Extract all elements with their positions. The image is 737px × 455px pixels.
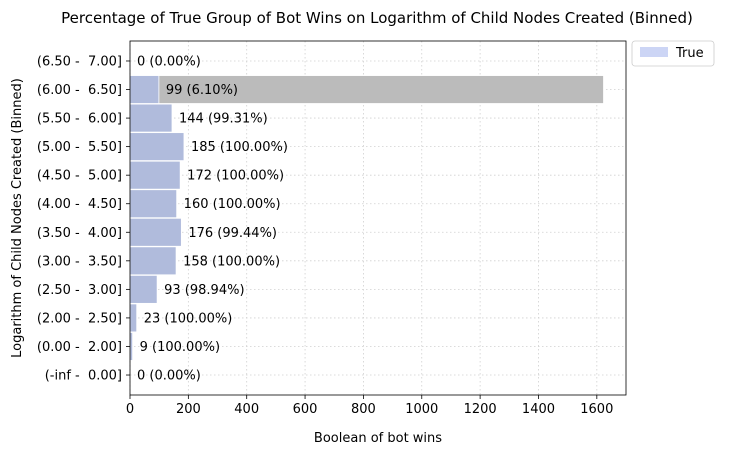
bar-value-label: 23 (100.00%) [144,311,233,326]
chart-title: Percentage of True Group of Bot Wins on … [61,9,693,27]
legend: True [631,40,715,67]
bar-true [129,75,160,104]
bar-value-label: 99 (6.10%) [166,83,238,98]
y-tick-label: (4.00 - 4.50] [37,197,122,212]
x-tick-label: 1000 [405,402,438,417]
bar-true [129,246,177,276]
bar-value-label: 172 (100.00%) [187,169,284,184]
y-tick-label: (2.50 - 3.00] [37,283,122,298]
bar-true [129,132,185,162]
bar-value-label: 144 (99.31%) [179,112,268,127]
bar-true [129,103,173,133]
bar-value-label: 160 (100.00%) [184,197,281,212]
y-tick-label: (5.00 - 5.50] [37,140,122,155]
bar-value-label: 185 (100.00%) [191,140,288,155]
x-tick-label: 600 [293,402,318,417]
y-tick-label: (2.00 - 2.50] [37,311,122,326]
x-axis: 0 200 400 600 800 1000 1200 1400 1600 [126,395,613,417]
bar-true [129,274,158,304]
y-tick-label: (4.50 - 5.00] [37,169,122,184]
x-tick-label: 1400 [522,402,555,417]
y-axis: (-inf - 0.00] (0.00 - 2.00] (2.00 - 2.50] (… [37,54,130,384]
bar-true [129,189,178,219]
bar-value-label: 176 (99.44%) [188,226,277,241]
x-tick-label: 400 [234,402,259,417]
data-labels: 0 (0.00%) 9 (100.00%) 23 (100.00%) 93 (98.9… [137,54,288,383]
x-tick-label: 200 [176,402,201,417]
bar-true [129,217,182,247]
x-tick-label: 1200 [464,402,497,417]
bar-value-label: 93 (98.94%) [164,283,244,298]
y-tick-label: (5.50 - 6.00] [37,112,122,127]
x-tick-label: 800 [351,402,376,417]
y-tick-label: (6.50 - 7.00] [37,54,122,69]
y-tick-label: (-inf - 0.00] [45,369,122,384]
x-tick-label: 0 [126,402,134,417]
bar-value-label: 9 (100.00%) [140,340,220,355]
y-tick-label: (3.00 - 3.50] [37,254,122,269]
legend-swatch-true [640,47,668,57]
y-tick-label: (3.50 - 4.00] [37,226,122,241]
x-axis-label: Boolean of bot wins [314,431,442,446]
bar-true [129,303,138,333]
y-tick-label: (6.00 - 6.50] [37,83,122,98]
plot-frame [129,40,627,396]
legend-label-true: True [675,46,704,61]
y-tick-label: (0.00 - 2.00] [37,340,122,355]
total-bar [129,75,604,104]
x-tick-label: 1600 [580,402,613,417]
bar-true [129,160,181,190]
bar-value-label: 0 (0.00%) [137,54,201,69]
bar-value-label: 0 (0.00%) [137,369,201,384]
bars [129,75,604,361]
bar-value-label: 158 (100.00%) [183,254,280,269]
y-axis-label: Logarithm of Child Nodes Created (Binned… [10,78,25,358]
